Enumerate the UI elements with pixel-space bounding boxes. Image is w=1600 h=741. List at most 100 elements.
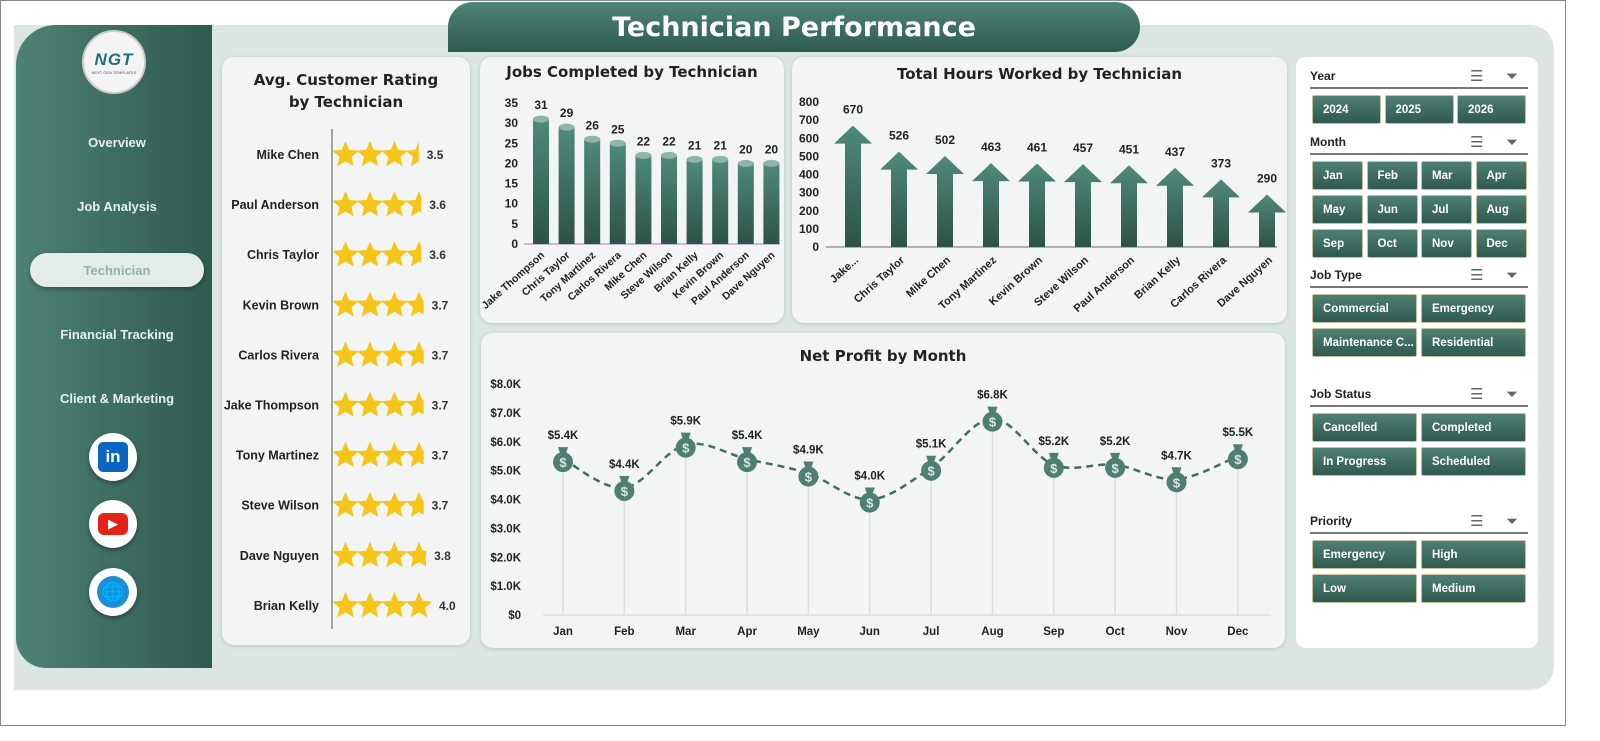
point-value-label: $6.8K xyxy=(977,390,1008,402)
slicer-item[interactable]: High xyxy=(1421,540,1526,569)
rating-value-label: 3.7 xyxy=(432,449,449,463)
slicer-item[interactable]: Jul xyxy=(1421,195,1472,224)
arrow-bar xyxy=(880,151,918,247)
bar xyxy=(763,163,780,244)
slicer-item[interactable]: 2026 xyxy=(1457,95,1526,124)
slicer-item[interactable]: Low xyxy=(1312,574,1417,603)
bar xyxy=(737,163,754,244)
rating-chart-title: Avg. Customer Rating by Technician xyxy=(253,71,439,111)
svg-text:$: $ xyxy=(1112,461,1120,476)
rating-value-label: 4.0 xyxy=(439,599,456,613)
x-category-label: Sep xyxy=(1043,626,1064,638)
bar-value-label: 31 xyxy=(534,98,548,112)
star-icon xyxy=(405,441,424,467)
rating-category-label: Carlos Rivera xyxy=(238,348,320,362)
star-icon xyxy=(356,591,384,618)
slicer-item[interactable]: Sep xyxy=(1312,229,1363,258)
svg-text:$: $ xyxy=(743,455,751,470)
money-bag-icon: $ xyxy=(798,461,819,487)
rating-category-label: Chris Taylor xyxy=(247,248,319,262)
bar-value-label: 25 xyxy=(611,122,625,136)
clear-filter-icon[interactable]: ⏷ xyxy=(1506,385,1519,403)
star-icon xyxy=(356,141,384,167)
slicer-item[interactable]: Cancelled xyxy=(1312,413,1417,442)
bar-top xyxy=(635,151,652,159)
bar-value-label: 21 xyxy=(688,138,702,152)
slicer-item[interactable]: Medium xyxy=(1421,574,1526,603)
hours-card: Total Hours Worked by Technician 0 100 200… xyxy=(792,57,1287,323)
multi-select-icon[interactable]: ☰ xyxy=(1470,134,1484,151)
multi-select-icon[interactable]: ☰ xyxy=(1470,267,1484,284)
clear-filter-icon[interactable]: ⏷ xyxy=(1506,67,1519,85)
clear-filter-icon[interactable]: ⏷ xyxy=(1506,133,1519,151)
star-icon xyxy=(381,241,408,267)
slicer-item[interactable]: Feb xyxy=(1366,161,1418,190)
slicer-item[interactable]: 2024 xyxy=(1312,95,1381,124)
point-value-label: $4.9K xyxy=(793,445,824,457)
slicer-item[interactable]: Apr xyxy=(1475,161,1527,190)
multi-select-icon[interactable]: ☰ xyxy=(1470,513,1484,530)
slicer-item[interactable]: Oct xyxy=(1366,229,1418,258)
slicer-item[interactable]: May xyxy=(1312,195,1363,224)
x-category-label: Jake... xyxy=(828,254,861,285)
rating-stars xyxy=(333,591,431,618)
star-icon xyxy=(356,341,384,367)
hours-chart: 0 100 200 300 400 500 600 700 800 670 Jake... 526 Ch… xyxy=(799,95,1286,315)
y-tick-label: $8.0K xyxy=(490,379,521,391)
bar-value-label: 21 xyxy=(714,138,728,152)
x-category-label: Chris Taylor xyxy=(852,254,908,306)
slicer-item[interactable]: Maintenance C... xyxy=(1312,328,1417,357)
slicer-item[interactable]: Commercial xyxy=(1312,294,1417,323)
star-icon xyxy=(405,491,424,517)
star-icon xyxy=(405,591,431,618)
x-category-label: Oct xyxy=(1106,626,1125,638)
linkedin-button[interactable]: in xyxy=(89,433,137,481)
website-button[interactable]: 🌐 xyxy=(89,568,137,616)
nav-technician[interactable]: Technician xyxy=(30,253,204,287)
multi-select-icon[interactable]: ☰ xyxy=(1470,68,1484,85)
slicer-item[interactable]: Jan xyxy=(1312,161,1363,190)
y-tick-label: 25 xyxy=(505,136,519,150)
svg-text:$: $ xyxy=(621,484,629,499)
x-category-label: Mar xyxy=(675,626,696,638)
money-bag-icon: $ xyxy=(1166,467,1187,493)
x-category-label: May xyxy=(797,626,820,638)
bar-value-label: 437 xyxy=(1165,145,1185,159)
slicer-item[interactable]: Emergency xyxy=(1421,294,1526,323)
slicer-item[interactable]: Dec xyxy=(1475,229,1527,258)
y-tick-label: $7.0K xyxy=(490,408,521,420)
slicer-item[interactable]: Jun xyxy=(1366,195,1418,224)
bar xyxy=(635,155,652,244)
slicer-title: Month xyxy=(1310,135,1346,149)
bar-top xyxy=(609,139,626,147)
youtube-button[interactable]: ▶ xyxy=(89,500,137,548)
slicer-item[interactable]: Completed xyxy=(1421,413,1526,442)
slicer-item[interactable]: Residential xyxy=(1421,328,1526,357)
nav-client-marketing[interactable]: Client & Marketing xyxy=(59,390,175,406)
multi-select-icon[interactable]: ☰ xyxy=(1470,386,1484,403)
slicer-panel: Year ☰ ⏷ 2024 2025 2026 Month ☰ ⏷ Jan Feb Mar Apr May… xyxy=(1296,57,1538,648)
y-tick-label: 200 xyxy=(799,204,819,218)
nav-overview[interactable]: Overview xyxy=(88,134,146,150)
rating-category-label: Dave Nguyen xyxy=(240,549,319,563)
clear-filter-icon[interactable]: ⏷ xyxy=(1506,512,1519,530)
star-icon xyxy=(381,491,408,517)
profit-chart-title: Net Profit by Month xyxy=(799,347,967,365)
rating-chart: Mike Chen 3.5 Paul Anderson 3.6 Chris Taylor… xyxy=(224,129,456,629)
y-tick-label: 20 xyxy=(505,156,519,170)
money-bag-icon: $ xyxy=(737,447,758,473)
rating-value-label: 3.7 xyxy=(432,499,449,513)
star-icon xyxy=(333,191,359,217)
nav-job-analysis[interactable]: Job Analysis xyxy=(77,198,157,214)
slicer-item[interactable]: Nov xyxy=(1421,229,1472,258)
clear-filter-icon[interactable]: ⏷ xyxy=(1506,266,1519,284)
nav-financial-tracking[interactable]: Financial Tracking xyxy=(60,326,174,342)
slicer-item[interactable]: Mar xyxy=(1421,161,1472,190)
slicer-item[interactable]: 2025 xyxy=(1384,95,1454,124)
slicer-item[interactable]: Scheduled xyxy=(1421,447,1526,476)
slicer-item[interactable]: In Progress xyxy=(1312,447,1417,476)
slicer-item[interactable]: Aug xyxy=(1475,195,1527,224)
slicer-item[interactable]: Emergency xyxy=(1312,540,1417,569)
y-tick-label: 30 xyxy=(505,116,519,130)
bar-top xyxy=(584,135,601,143)
